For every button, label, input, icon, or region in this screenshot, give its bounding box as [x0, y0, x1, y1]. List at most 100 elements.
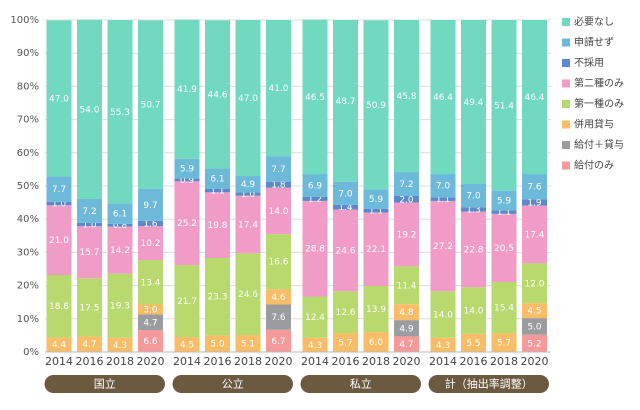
data-label: 55.3 — [110, 108, 130, 118]
legend-swatch — [562, 100, 570, 108]
bar-segment — [266, 304, 291, 330]
legend-label: 第二種のみ — [574, 77, 624, 90]
y-tick-label: 90% — [17, 48, 39, 59]
bar-segment — [46, 205, 72, 275]
bar-segment — [302, 196, 328, 201]
bar-segment — [333, 204, 358, 210]
y-tick-label: 40% — [17, 214, 39, 225]
legend-swatch — [562, 59, 570, 67]
bar-segment — [522, 263, 547, 304]
bar-segment — [430, 20, 456, 175]
data-label: 27.2 — [433, 242, 453, 252]
bar-segment — [205, 188, 230, 193]
bar-segment — [333, 291, 358, 334]
bar-segment — [394, 172, 419, 196]
bar-segment — [522, 205, 547, 264]
bar-segment — [363, 212, 389, 286]
data-label: 1.1 — [436, 195, 450, 205]
data-label: 7.2 — [82, 207, 96, 217]
bar-segment — [461, 333, 486, 352]
data-label: 1.1 — [369, 207, 383, 217]
bar-segment — [302, 296, 328, 338]
bar-segment — [107, 223, 133, 227]
data-label: 14.0 — [268, 207, 288, 217]
data-label: 4.7 — [399, 340, 413, 350]
bar-segment — [461, 20, 486, 185]
bar-segment — [394, 336, 419, 352]
data-label: 1.9 — [527, 198, 542, 208]
data-label: 13.4 — [140, 278, 160, 288]
bar-segment — [461, 184, 486, 208]
data-label: 1.4 — [338, 203, 353, 213]
legend-label: 不採用 — [574, 56, 604, 69]
group-label: 国立 — [94, 377, 116, 391]
bar-segment — [46, 176, 72, 202]
data-label: 4.9 — [399, 324, 414, 334]
data-label: 6.0 — [369, 338, 384, 348]
bar-segment — [138, 220, 163, 227]
data-label: 20.5 — [494, 244, 514, 254]
group-label: 計（抽出率調整） — [445, 377, 533, 391]
data-label: 21.7 — [177, 297, 197, 307]
bar-segment — [394, 195, 419, 203]
bar-segment — [205, 192, 230, 259]
bar-segment — [522, 318, 547, 335]
bar-segment — [235, 195, 261, 254]
bar-segment — [77, 19, 102, 199]
data-label: 9.7 — [143, 201, 157, 211]
legend-label: 併用貸与 — [574, 118, 614, 131]
bar-segment — [46, 20, 72, 177]
data-label: 1.3 — [466, 205, 480, 215]
group-label: 公立 — [222, 377, 244, 391]
data-label: 17.4 — [524, 230, 544, 240]
data-label: 41.9 — [177, 85, 197, 95]
bar-segment — [174, 265, 200, 338]
bar-segment — [491, 281, 517, 334]
data-label: 5.1 — [241, 340, 255, 350]
data-label: 47.0 — [49, 94, 69, 104]
bar-segment — [205, 258, 230, 336]
data-label: 5.7 — [338, 339, 352, 349]
group-label-bg — [300, 375, 421, 393]
bar-segment — [46, 274, 72, 338]
group-label-bg — [172, 375, 293, 393]
data-label: 11.4 — [396, 281, 416, 291]
bar-segment — [107, 20, 133, 204]
legend-label: 給付＋貸与 — [574, 138, 624, 151]
data-label: 15.4 — [494, 304, 514, 314]
bar-segment — [363, 208, 389, 213]
group-label-bg — [428, 375, 549, 393]
legend-label: 必要なし — [574, 15, 614, 28]
x-tick-label: 2014 — [301, 355, 329, 368]
data-label: 24.6 — [335, 246, 355, 256]
bar-segment — [77, 226, 102, 279]
data-label: 4.5 — [180, 341, 194, 351]
data-label: 6.1 — [113, 210, 127, 220]
data-label: 1.2 — [308, 195, 322, 205]
bar-segment — [174, 337, 200, 352]
x-tick-label: 2016 — [332, 355, 360, 368]
x-tick-label: 2020 — [521, 355, 549, 368]
bar-segment — [107, 203, 133, 224]
data-label: 7.0 — [466, 192, 481, 202]
bar-segment — [333, 209, 358, 292]
data-label: 4.9 — [241, 180, 256, 190]
bar-segment — [138, 188, 163, 221]
bar-segment — [430, 197, 456, 201]
data-label: 50.7 — [140, 100, 160, 110]
data-label: 45.8 — [396, 92, 416, 102]
bar-segment — [522, 20, 547, 175]
bar-segment — [430, 291, 456, 338]
data-label: 5.5 — [466, 339, 480, 349]
x-tick-label: 2014 — [429, 355, 457, 368]
x-tick-label: 2016 — [76, 355, 104, 368]
data-label: 5.9 — [180, 165, 195, 175]
bar-segment — [107, 226, 133, 274]
data-label: 5.9 — [369, 195, 384, 205]
data-label: 44.6 — [207, 90, 227, 100]
bar-segment — [430, 174, 456, 198]
bar-segment — [394, 20, 419, 173]
bar-segment — [363, 332, 389, 352]
bar-segment — [235, 176, 261, 193]
